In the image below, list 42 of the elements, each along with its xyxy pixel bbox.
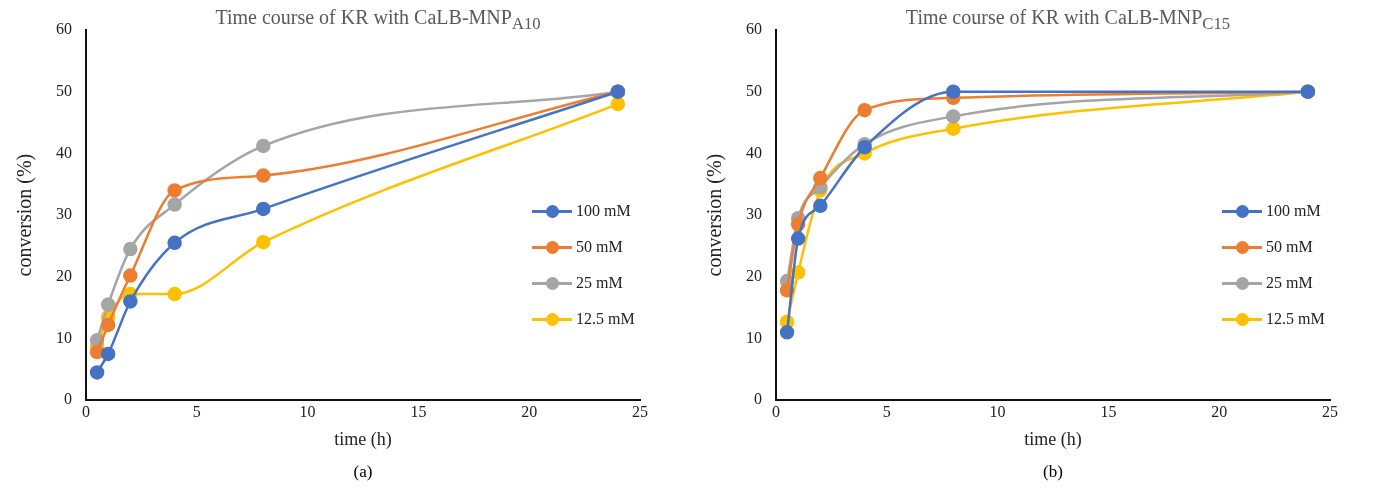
chart-title: Time course of KR with CaLB-MNP$_{A10}$ bbox=[215, 6, 541, 34]
y-tick-label: 30 bbox=[746, 205, 762, 223]
y-tick-label: 10 bbox=[746, 328, 762, 346]
x-tick-label: 15 bbox=[1100, 403, 1117, 420]
x-tick-label: 10 bbox=[299, 403, 316, 420]
text: (a) bbox=[353, 462, 373, 482]
y-tick-label: 40 bbox=[746, 143, 762, 161]
legend-label: 100 mM bbox=[576, 202, 631, 221]
x-tick-label: 20 bbox=[1211, 403, 1228, 420]
chart-title: Time course of KR with CaLB-MNP$_{C15}$ bbox=[905, 6, 1231, 34]
x-tick-label: 20 bbox=[521, 403, 538, 420]
y-tick-label: 50 bbox=[746, 81, 762, 99]
y-tick-label: 30 bbox=[56, 205, 72, 223]
y-tick-label: 10 bbox=[56, 328, 72, 346]
x-tick-label: 0 bbox=[772, 403, 780, 420]
x-tick-label: 5 bbox=[882, 403, 891, 420]
y-axis-title: conversion (%) bbox=[13, 153, 37, 277]
y-tick-label: 0 bbox=[754, 390, 762, 408]
legend-label: 50 mM bbox=[576, 238, 623, 257]
y-tick-label: 40 bbox=[56, 143, 72, 161]
y-tick-label: 0 bbox=[64, 390, 72, 408]
legend-label: 12.5 mM bbox=[576, 310, 635, 329]
x-tick-label: 5 bbox=[192, 403, 201, 420]
x-tick-label: 15 bbox=[410, 403, 427, 420]
y-tick-label: 20 bbox=[746, 267, 762, 284]
x-axis-title: time (h) bbox=[1024, 428, 1082, 450]
legend-label: 25 mM bbox=[1266, 274, 1313, 293]
x-tick-label: 25 bbox=[1322, 403, 1338, 420]
x-tick-label: 10 bbox=[989, 403, 1006, 420]
text: (b) bbox=[1043, 462, 1063, 482]
y-tick-label: 20 bbox=[56, 267, 72, 284]
y-tick-label: 50 bbox=[56, 81, 72, 99]
y-axis-title: conversion (%) bbox=[703, 153, 727, 277]
y-tick-label: 60 bbox=[56, 20, 72, 38]
legend-label: 50 mM bbox=[1266, 238, 1313, 257]
legend-label: 100 mM bbox=[1266, 202, 1321, 221]
legend-label: 25 mM bbox=[576, 274, 623, 293]
x-axis-title: time (h) bbox=[334, 428, 392, 450]
x-tick-label: 25 bbox=[632, 403, 648, 420]
x-tick-label: 0 bbox=[82, 403, 90, 420]
legend-label: 12.5 mM bbox=[1266, 310, 1325, 329]
y-tick-label: 60 bbox=[746, 20, 762, 38]
